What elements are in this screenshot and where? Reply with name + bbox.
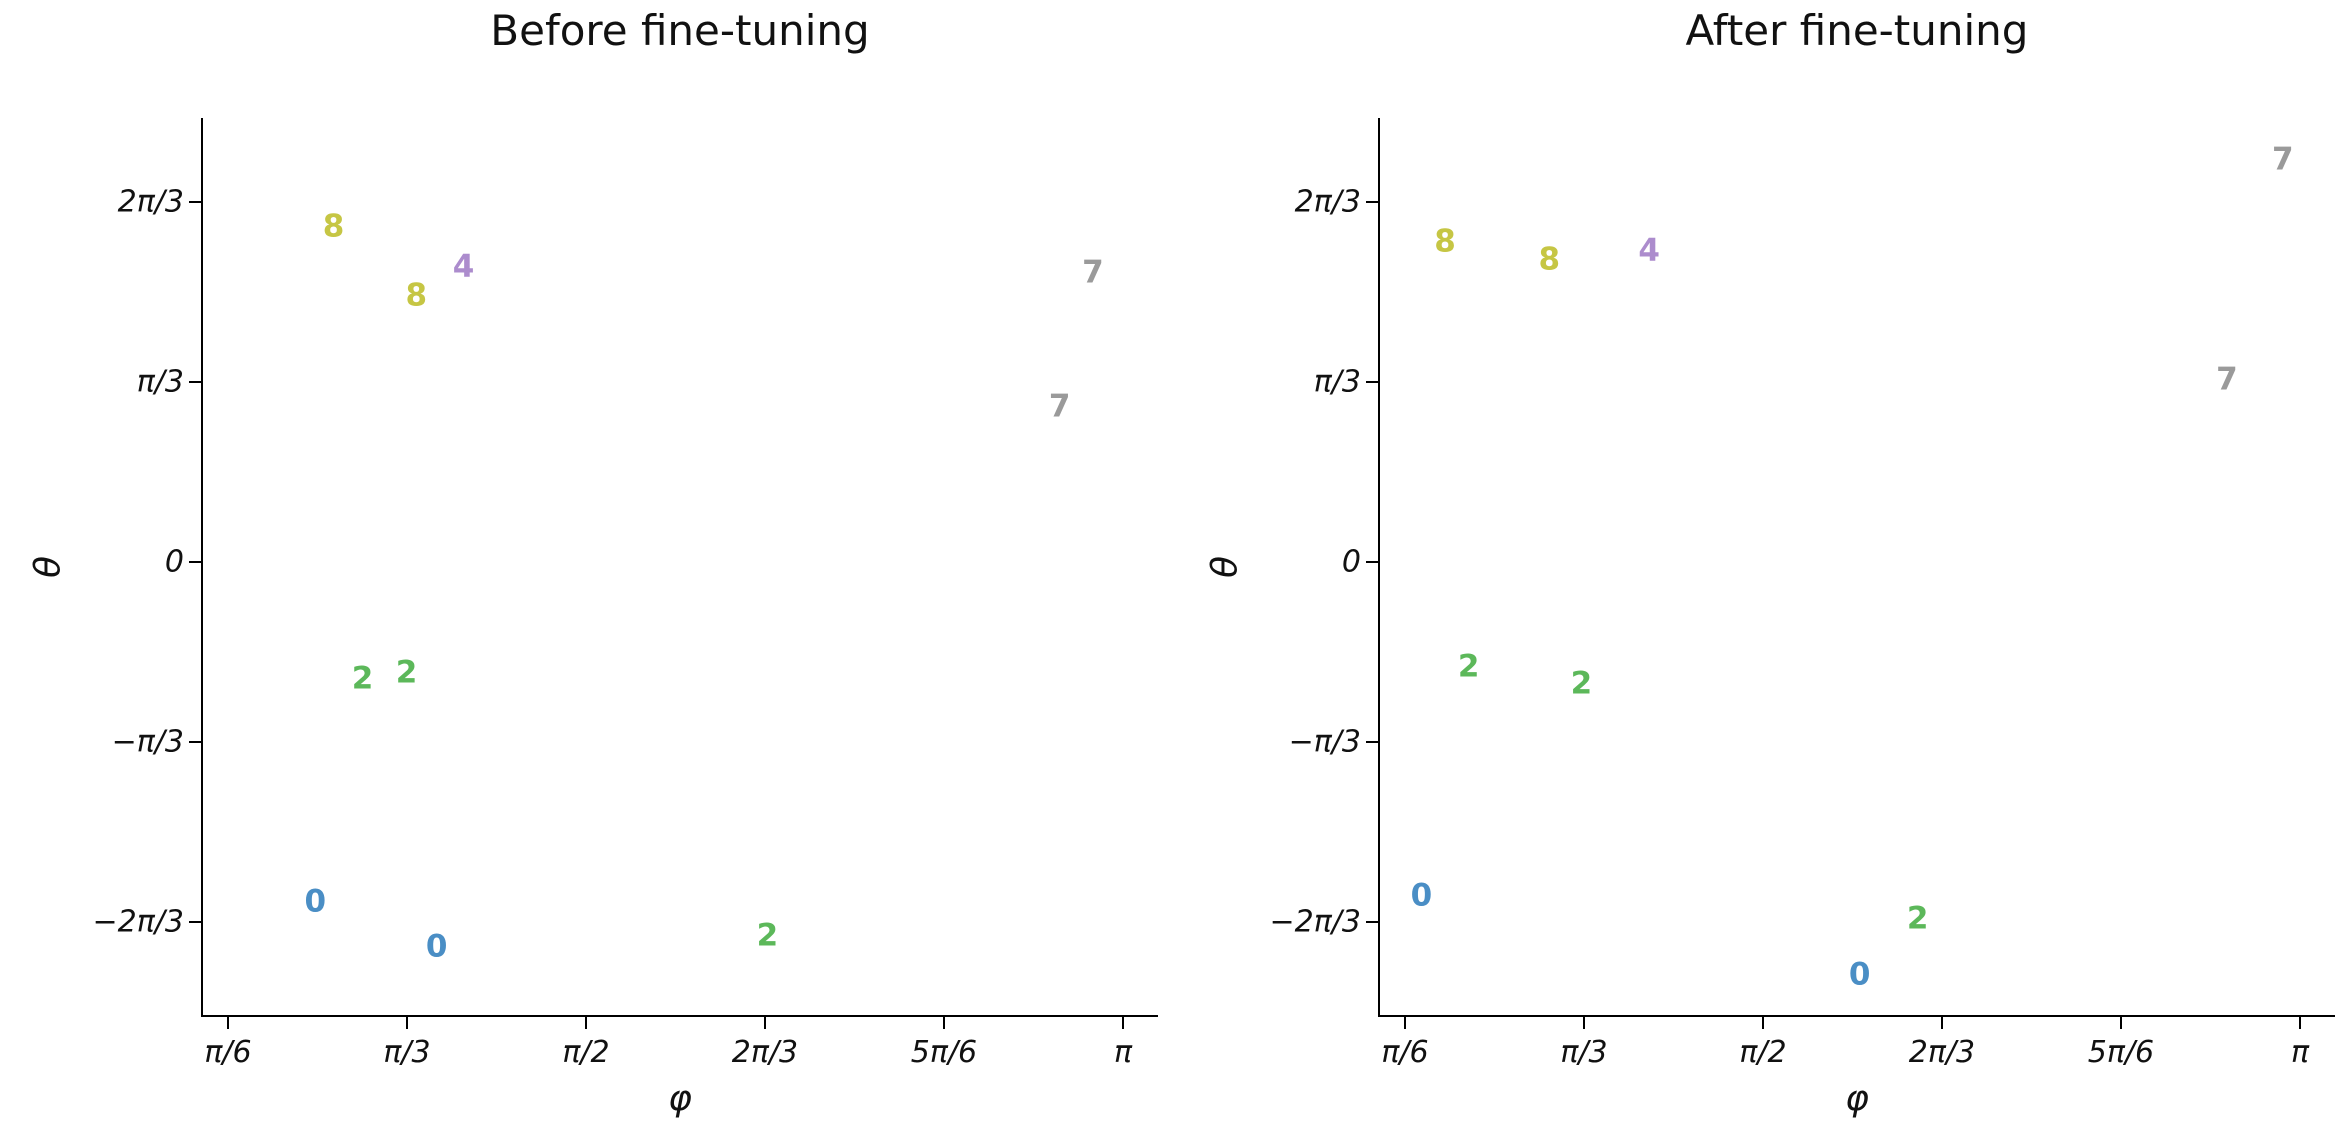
x-tick-label: π [1113,1035,1133,1070]
data-point-digit-0: 0 [425,928,448,965]
data-point-digit-2: 2 [756,917,779,954]
data-point-digit-8: 8 [405,277,428,314]
y-tick-label: 2π/3 [117,184,184,220]
data-point-digit-2: 2 [1570,665,1593,702]
y-tick-label: 2π/3 [1294,184,1361,220]
x-tick [1121,1016,1125,1029]
data-point-digit-8: 8 [1434,223,1456,260]
x-tick [942,1016,946,1029]
y-tick-label: π/3 [1313,364,1361,400]
x-tick-label: 2π/3 [1908,1035,1976,1070]
x-tick [226,1016,230,1029]
y-tick [189,380,202,384]
x-tick [2298,1016,2302,1029]
x-tick-label: 5π/6 [910,1035,978,1070]
data-point-digit-7: 7 [2216,361,2238,398]
y-tick [1366,200,1379,204]
data-point-digit-7: 7 [1082,254,1104,291]
x-tick [1582,1016,1586,1029]
x-axis-spine [200,1014,1158,1018]
data-point-digit-2: 2 [395,654,418,691]
y-tick-label: −2π/3 [92,904,184,940]
data-point-digit-4: 4 [452,248,475,285]
data-point-digit-7: 7 [1048,388,1071,425]
data-point-digit-2: 2 [351,660,374,697]
y-axis-spine [1377,118,1381,1018]
x-tick-label: 2π/3 [731,1035,799,1070]
y-tick [1366,920,1379,924]
y-tick [1366,740,1379,744]
y-tick [189,200,202,204]
x-tick-label: π/3 [383,1035,431,1070]
x-tick-label: π/2 [562,1035,610,1070]
x-tick-label: π/6 [1381,1035,1429,1070]
x-tick-label: π/3 [1560,1035,1608,1070]
y-tick-label: 0 [164,544,184,580]
subplot-before-title: Before fine-tuning [490,6,870,55]
x-tick [405,1016,409,1029]
y-tick-label: π/3 [136,364,184,400]
subplot-after-title: After fine-tuning [1685,6,2029,55]
y-tick [189,560,202,564]
y-tick [1366,380,1379,384]
y-tick-label: −2π/3 [1269,904,1361,940]
x-tick [584,1016,588,1029]
x-tick [763,1016,767,1029]
x-tick-label: 5π/6 [2087,1035,2155,1070]
y-tick [189,740,202,744]
subplot-after-xlabel: φ [1845,1078,1869,1119]
y-axis-spine [200,118,204,1018]
x-axis-spine [1377,1014,2335,1018]
x-tick [2119,1016,2123,1029]
y-tick [189,920,202,924]
data-point-digit-8: 8 [322,208,345,245]
data-point-digit-0: 0 [1848,956,1871,993]
data-point-digit-8: 8 [1538,241,1561,278]
data-point-digit-2: 2 [1906,900,1929,937]
data-point-digit-2: 2 [1457,648,1480,685]
x-tick-label: π [2290,1035,2310,1070]
y-tick-label: 0 [1341,544,1361,580]
data-point-digit-0: 0 [304,883,327,920]
subplot-before-xlabel: φ [668,1078,692,1119]
x-tick [1403,1016,1407,1029]
data-point-digit-7: 7 [2272,141,2294,178]
y-tick-label: −π/3 [1288,724,1361,760]
data-point-digit-4: 4 [1638,232,1660,269]
x-tick-label: π/2 [1739,1035,1787,1070]
data-point-digit-0: 0 [1410,877,1433,914]
x-tick [1940,1016,1944,1029]
y-tick [1366,560,1379,564]
x-tick [1761,1016,1765,1029]
x-tick-label: π/6 [204,1035,252,1070]
y-tick-label: −π/3 [111,724,184,760]
